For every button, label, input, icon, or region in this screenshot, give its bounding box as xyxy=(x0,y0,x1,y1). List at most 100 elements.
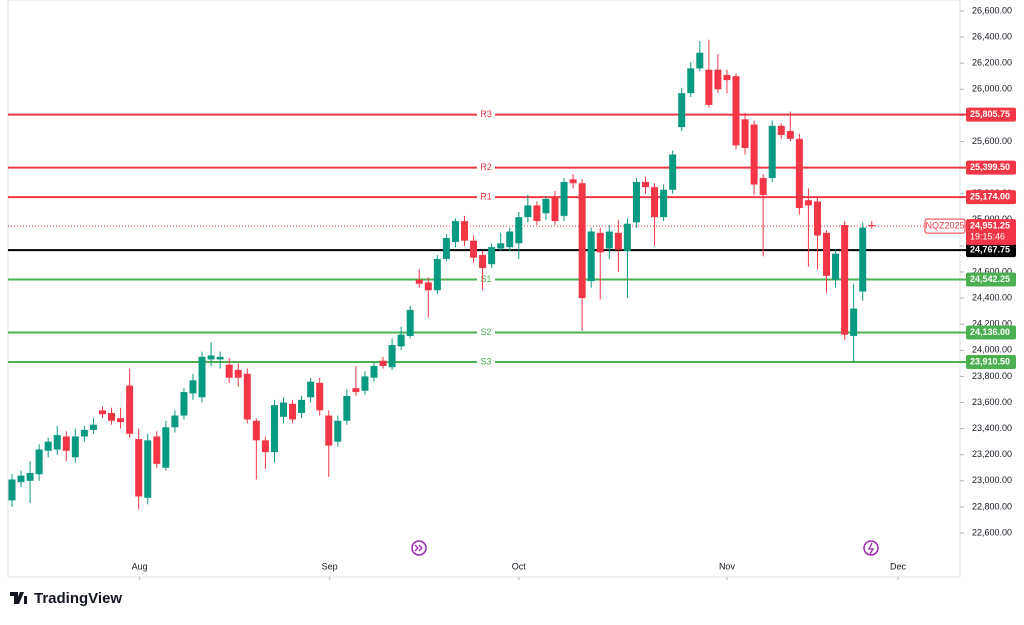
candle-body xyxy=(53,435,61,450)
level-badge-label: 24,542.25 xyxy=(970,274,1010,284)
candle-body xyxy=(62,436,70,451)
level-label-bg xyxy=(477,355,495,368)
candle-body xyxy=(823,232,831,276)
candle-body xyxy=(515,217,523,244)
candle-body xyxy=(741,119,749,149)
candle-body xyxy=(451,221,459,242)
level-badge xyxy=(966,190,1016,205)
x-tick-label: Aug xyxy=(132,561,148,571)
countdown-label: 19:15:46 xyxy=(970,232,1005,242)
candle-body xyxy=(270,405,278,453)
candle-body xyxy=(325,415,333,446)
level-name: S3 xyxy=(480,356,491,366)
level-name: R3 xyxy=(480,109,492,119)
level-label-bg xyxy=(477,326,495,339)
candle-body xyxy=(216,356,224,360)
candle-body xyxy=(705,69,713,105)
candle-body xyxy=(841,225,849,335)
price-badge xyxy=(966,219,1016,246)
y-tick-label: 24,400.00 xyxy=(972,292,1012,302)
y-tick-label: 26,000.00 xyxy=(972,84,1012,94)
level-badge xyxy=(966,325,1016,340)
level-badge-label: 24,136.00 xyxy=(970,327,1010,337)
candle-body xyxy=(261,440,269,453)
candle-body xyxy=(35,449,43,475)
level-name: R2 xyxy=(480,162,492,172)
candle-body xyxy=(750,124,758,185)
candle-body xyxy=(225,364,233,378)
candle-body xyxy=(732,76,740,146)
x-tick-label: Oct xyxy=(512,561,527,571)
candle-body xyxy=(243,373,251,420)
candle-body xyxy=(135,439,143,497)
candle-body xyxy=(234,369,242,378)
candle-body xyxy=(316,382,324,411)
y-tick-label: 24,200.00 xyxy=(972,319,1012,329)
y-tick-label: 23,400.00 xyxy=(972,423,1012,433)
plot-area xyxy=(7,0,961,578)
candle-body xyxy=(17,475,25,483)
brand-name: TradingView xyxy=(34,590,122,607)
candle-body xyxy=(524,205,532,218)
candle-body xyxy=(433,258,441,291)
level-label-bg xyxy=(477,191,495,204)
y-tick-label: 26,200.00 xyxy=(972,58,1012,68)
candle-body xyxy=(71,436,79,458)
candle-body xyxy=(171,415,179,428)
candle-body xyxy=(279,402,287,417)
candle-body xyxy=(207,355,215,360)
candle-body xyxy=(80,429,88,437)
candle-body xyxy=(89,424,97,430)
level-label-bg xyxy=(477,273,495,286)
candle-body xyxy=(560,181,568,216)
logo[interactable] xyxy=(10,592,27,604)
candle-body xyxy=(759,178,767,195)
candle-body xyxy=(542,198,550,214)
candle-body xyxy=(850,308,858,336)
event-icon[interactable] xyxy=(411,540,427,556)
level-name: S1 xyxy=(480,274,491,284)
candle-body xyxy=(723,74,731,81)
y-tick-label: 23,000.00 xyxy=(972,475,1012,485)
candle-body xyxy=(488,247,496,265)
candle-body xyxy=(460,221,468,241)
candle-body xyxy=(714,69,722,90)
candle-body xyxy=(108,412,116,421)
candle-body xyxy=(669,154,677,190)
price-badge-label: 24,951.25 xyxy=(970,221,1010,231)
candle-body xyxy=(660,189,668,218)
candle-body xyxy=(506,231,514,248)
event-icon[interactable] xyxy=(863,540,879,556)
candle-body xyxy=(162,427,170,468)
candle-body xyxy=(578,183,586,299)
candle-body xyxy=(642,181,650,188)
candle-body xyxy=(442,238,450,259)
level-name: S2 xyxy=(480,327,491,337)
candle-body xyxy=(298,399,306,413)
candle-body xyxy=(533,205,541,222)
candle-body xyxy=(98,410,106,415)
candle-body xyxy=(623,223,631,252)
candle-body xyxy=(424,282,432,291)
candle-body xyxy=(26,472,34,481)
candle-body xyxy=(651,187,659,218)
candle-body xyxy=(352,388,360,393)
candle-body xyxy=(153,436,161,464)
level-badge xyxy=(966,243,1016,258)
candle-body xyxy=(696,52,704,69)
symbol-badge xyxy=(924,218,966,234)
candle-body xyxy=(189,380,197,394)
candle-body xyxy=(379,360,387,366)
candle-body xyxy=(252,420,260,441)
candle-body xyxy=(569,179,577,184)
candle-body xyxy=(343,395,351,421)
candle-body xyxy=(859,227,867,292)
candle-body xyxy=(117,418,125,423)
y-tick-label: 26,400.00 xyxy=(972,31,1012,41)
candle-body xyxy=(786,131,794,139)
y-tick-label: 22,800.00 xyxy=(972,501,1012,511)
candle-body xyxy=(614,232,622,250)
candle-body xyxy=(406,309,414,336)
candle-body xyxy=(470,240,478,258)
